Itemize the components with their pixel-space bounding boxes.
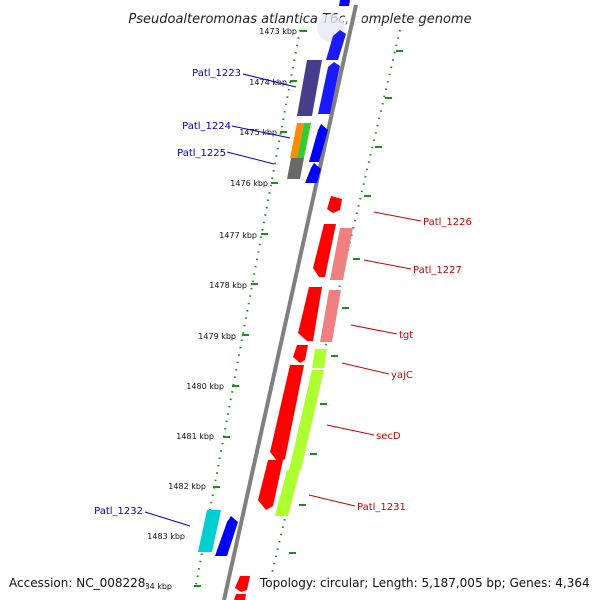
gene-block-patl-1224-green[interactable] (297, 123, 311, 158)
gene-block-patl-1225[interactable] (287, 158, 304, 179)
gene-block-tgt-red[interactable] (298, 287, 322, 341)
gene-block[interactable] (234, 594, 246, 600)
leader-line-patl-1232 (144, 511, 191, 527)
leader-line-patl-1227 (363, 259, 412, 270)
kbp-label: 1482 kbp (168, 482, 206, 491)
kbp-label: 1484 kbp (134, 582, 172, 591)
gene-block[interactable] (215, 516, 238, 556)
gene-block-secd-green[interactable] (289, 370, 324, 470)
leader-line-patl-1225 (226, 151, 275, 165)
gene-block[interactable] (326, 30, 346, 60)
gene-block-yajc-red[interactable] (293, 345, 308, 363)
gene-label-patl-1225[interactable]: Patl_1225 (177, 148, 226, 159)
gene-label-yajc[interactable]: yajC (391, 370, 413, 381)
kbp-label: 1483 kbp (147, 532, 185, 541)
gene-label-patl-1231[interactable]: Patl_1231 (357, 502, 406, 513)
gene-block-patl-1224-orange[interactable] (290, 123, 304, 158)
footer-topology-bg (257, 573, 594, 591)
gene-label-patl-1226[interactable]: Patl_1226 (423, 217, 472, 228)
gene-block-patl-1227-red[interactable] (313, 224, 336, 277)
gene-block-patl-1223[interactable] (297, 60, 322, 116)
leader-line-patl-1231 (308, 494, 356, 507)
leader-line-patl-1223 (242, 73, 297, 88)
leader-line-patl-1224 (231, 125, 291, 139)
gene-label-secd[interactable]: secD (376, 431, 401, 442)
kbp-label: 1479 kbp (198, 332, 236, 341)
leader-line-tgt (350, 324, 398, 335)
kbp-label: 1477 kbp (219, 231, 257, 240)
gene-block[interactable] (305, 163, 321, 183)
gene-block-patl-1226[interactable] (327, 196, 342, 213)
gene-block-yajc-green[interactable] (312, 349, 327, 368)
gene-label-tgt[interactable]: tgt (399, 330, 413, 341)
gene-label-patl-1232[interactable]: Patl_1232 (94, 506, 143, 517)
kbp-label: 1478 kbp (209, 281, 247, 290)
gene-block-patl-1227-pink[interactable] (330, 228, 353, 280)
gene-label-patl-1224[interactable]: Patl_1224 (182, 121, 231, 132)
gene-block[interactable] (235, 576, 250, 592)
gene-block-tgt-pink[interactable] (320, 290, 341, 342)
kbp-label: 1481 kbp (176, 432, 214, 441)
footer-accession-bg (6, 573, 146, 591)
gene-block-patl-1232[interactable] (198, 510, 221, 552)
leader-line-patl-1226 (373, 211, 422, 222)
forward-genes (198, 0, 350, 556)
gene-block-patl-1231-red[interactable] (258, 460, 283, 510)
kbp-label: 1474 kbp (249, 78, 287, 87)
leader-line-secd (326, 424, 375, 436)
gene-label-patl-1223[interactable]: Patl_1223 (192, 68, 241, 79)
inner-ring-ticks (289, 50, 403, 554)
topology-text: Topology: circular; Length: 5,187,005 bp… (259, 576, 590, 590)
kbp-label: 1476 kbp (230, 179, 268, 188)
kbp-label: 1475 kbp (239, 128, 277, 137)
gene-block-patl-1231-green[interactable] (275, 470, 300, 516)
gene-block[interactable] (309, 124, 328, 162)
reverse-genes (234, 196, 353, 600)
gene-block[interactable] (318, 62, 340, 114)
leader-lines (144, 73, 422, 527)
gene-block-secd-red[interactable] (270, 365, 304, 462)
map-title: Pseudoalteromonas atlantica T6c, complet… (128, 12, 471, 27)
accession-text: Accession: NC_008228 (9, 576, 145, 590)
leader-line-yajc (341, 362, 390, 375)
kbp-label: 1480 kbp (186, 382, 224, 391)
gene-block[interactable] (339, 0, 350, 6)
genome-backbone (222, 4, 358, 600)
gene-label-patl-1227[interactable]: Patl_1227 (413, 265, 462, 276)
kbp-label: 1473 kbp (259, 27, 297, 36)
